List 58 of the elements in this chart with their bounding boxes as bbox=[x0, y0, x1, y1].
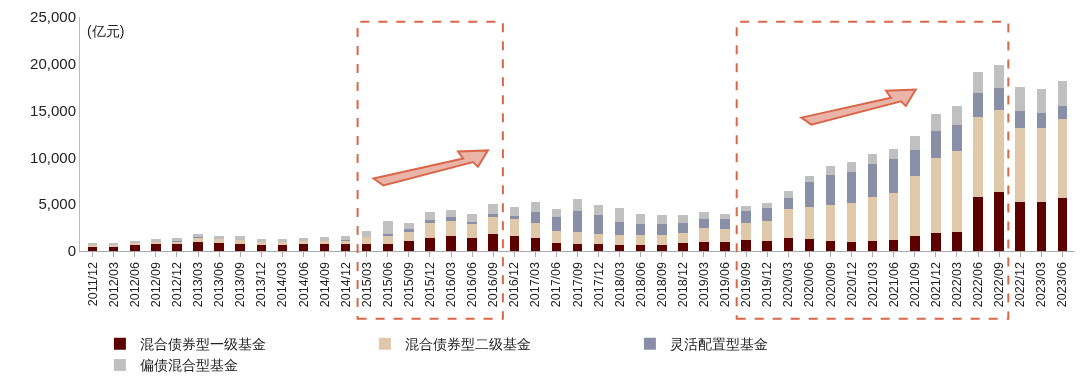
legend-label: 混合债券型一级基金 bbox=[139, 336, 266, 353]
x-tick-label: 2015/03 bbox=[359, 261, 374, 308]
y-tick-label: 0 bbox=[67, 242, 76, 260]
x-tick-label: 2020/03 bbox=[781, 261, 796, 308]
y-tick-label: 25,000 bbox=[30, 8, 76, 26]
x-tick-label: 2017/09 bbox=[570, 261, 585, 308]
x-tick-label: 2012/12 bbox=[170, 261, 185, 308]
y-tick-label: 20,000 bbox=[30, 55, 76, 73]
x-tick-label: 2018/12 bbox=[675, 261, 690, 308]
x-tick-label: 2014/06 bbox=[296, 261, 311, 308]
x-tick-label: 2013/03 bbox=[191, 261, 206, 308]
x-tick-label: 2023/06 bbox=[1055, 261, 1070, 308]
x-tick-label: 2016/12 bbox=[507, 261, 522, 308]
x-tick-label: 2021/06 bbox=[886, 261, 901, 308]
x-tick-label: 2016/03 bbox=[444, 261, 459, 308]
x-tick-label: 2014/03 bbox=[275, 261, 290, 308]
x-tick-label: 2013/09 bbox=[233, 261, 248, 308]
x-tick-label: 2022/12 bbox=[1013, 261, 1028, 308]
x-tick-label: 2022/09 bbox=[992, 261, 1007, 308]
x-tick-label: 2023/03 bbox=[1034, 261, 1049, 308]
y-tick-label: 5,000 bbox=[38, 195, 76, 213]
x-tick-label: 2017/03 bbox=[528, 261, 543, 308]
x-tick-label: 2019/03 bbox=[697, 261, 712, 308]
y-tick-label: 10,000 bbox=[30, 148, 76, 166]
x-tick-label: 2020/06 bbox=[802, 261, 817, 308]
x-tick-label: 2022/06 bbox=[971, 261, 986, 308]
x-tick-label: 2019/09 bbox=[739, 261, 754, 308]
x-tick-label: 2016/09 bbox=[486, 261, 501, 308]
x-tick-label: 2014/09 bbox=[317, 261, 332, 308]
x-tick-label: 2018/03 bbox=[612, 261, 627, 308]
y-axis-title: (亿元) bbox=[87, 23, 125, 39]
legend-label: 偏债混合型基金 bbox=[139, 357, 238, 374]
x-tick-label: 2014/12 bbox=[338, 261, 353, 308]
x-tick-label: 2021/09 bbox=[907, 261, 922, 308]
x-tick-label: 2013/12 bbox=[254, 261, 269, 308]
x-tick-label: 2015/09 bbox=[401, 261, 416, 308]
x-tick-label: 2019/12 bbox=[760, 261, 775, 308]
x-tick-label: 2022/03 bbox=[950, 261, 965, 308]
x-tick-label: 2012/06 bbox=[127, 261, 142, 308]
x-tick-label: 2020/09 bbox=[823, 261, 838, 308]
x-tick-label: 2019/06 bbox=[718, 261, 733, 308]
legend-label: 灵活配置型基金 bbox=[669, 336, 768, 353]
x-tick-label: 2017/06 bbox=[549, 261, 564, 308]
x-tick-label: 2020/12 bbox=[844, 261, 859, 308]
x-tick-label: 2015/06 bbox=[380, 261, 395, 308]
x-tick-label: 2018/09 bbox=[654, 261, 669, 308]
x-tick-label: 2013/06 bbox=[212, 261, 227, 308]
x-tick-label: 2016/06 bbox=[465, 261, 480, 308]
x-tick-label: 2015/12 bbox=[423, 261, 437, 308]
x-tick-label: 2018/06 bbox=[633, 261, 648, 308]
x-tick-label: 2012/03 bbox=[106, 261, 121, 308]
legend-label: 混合债券型二级基金 bbox=[404, 336, 531, 353]
x-tick-label: 2021/12 bbox=[928, 261, 943, 308]
x-tick-label: 2021/03 bbox=[865, 261, 880, 308]
x-tick-label: 2012/09 bbox=[148, 261, 163, 308]
x-tick-label: 2017/12 bbox=[591, 261, 606, 308]
y-tick-label: 15,000 bbox=[30, 101, 76, 119]
x-tick-label: 2011/12 bbox=[85, 261, 100, 307]
